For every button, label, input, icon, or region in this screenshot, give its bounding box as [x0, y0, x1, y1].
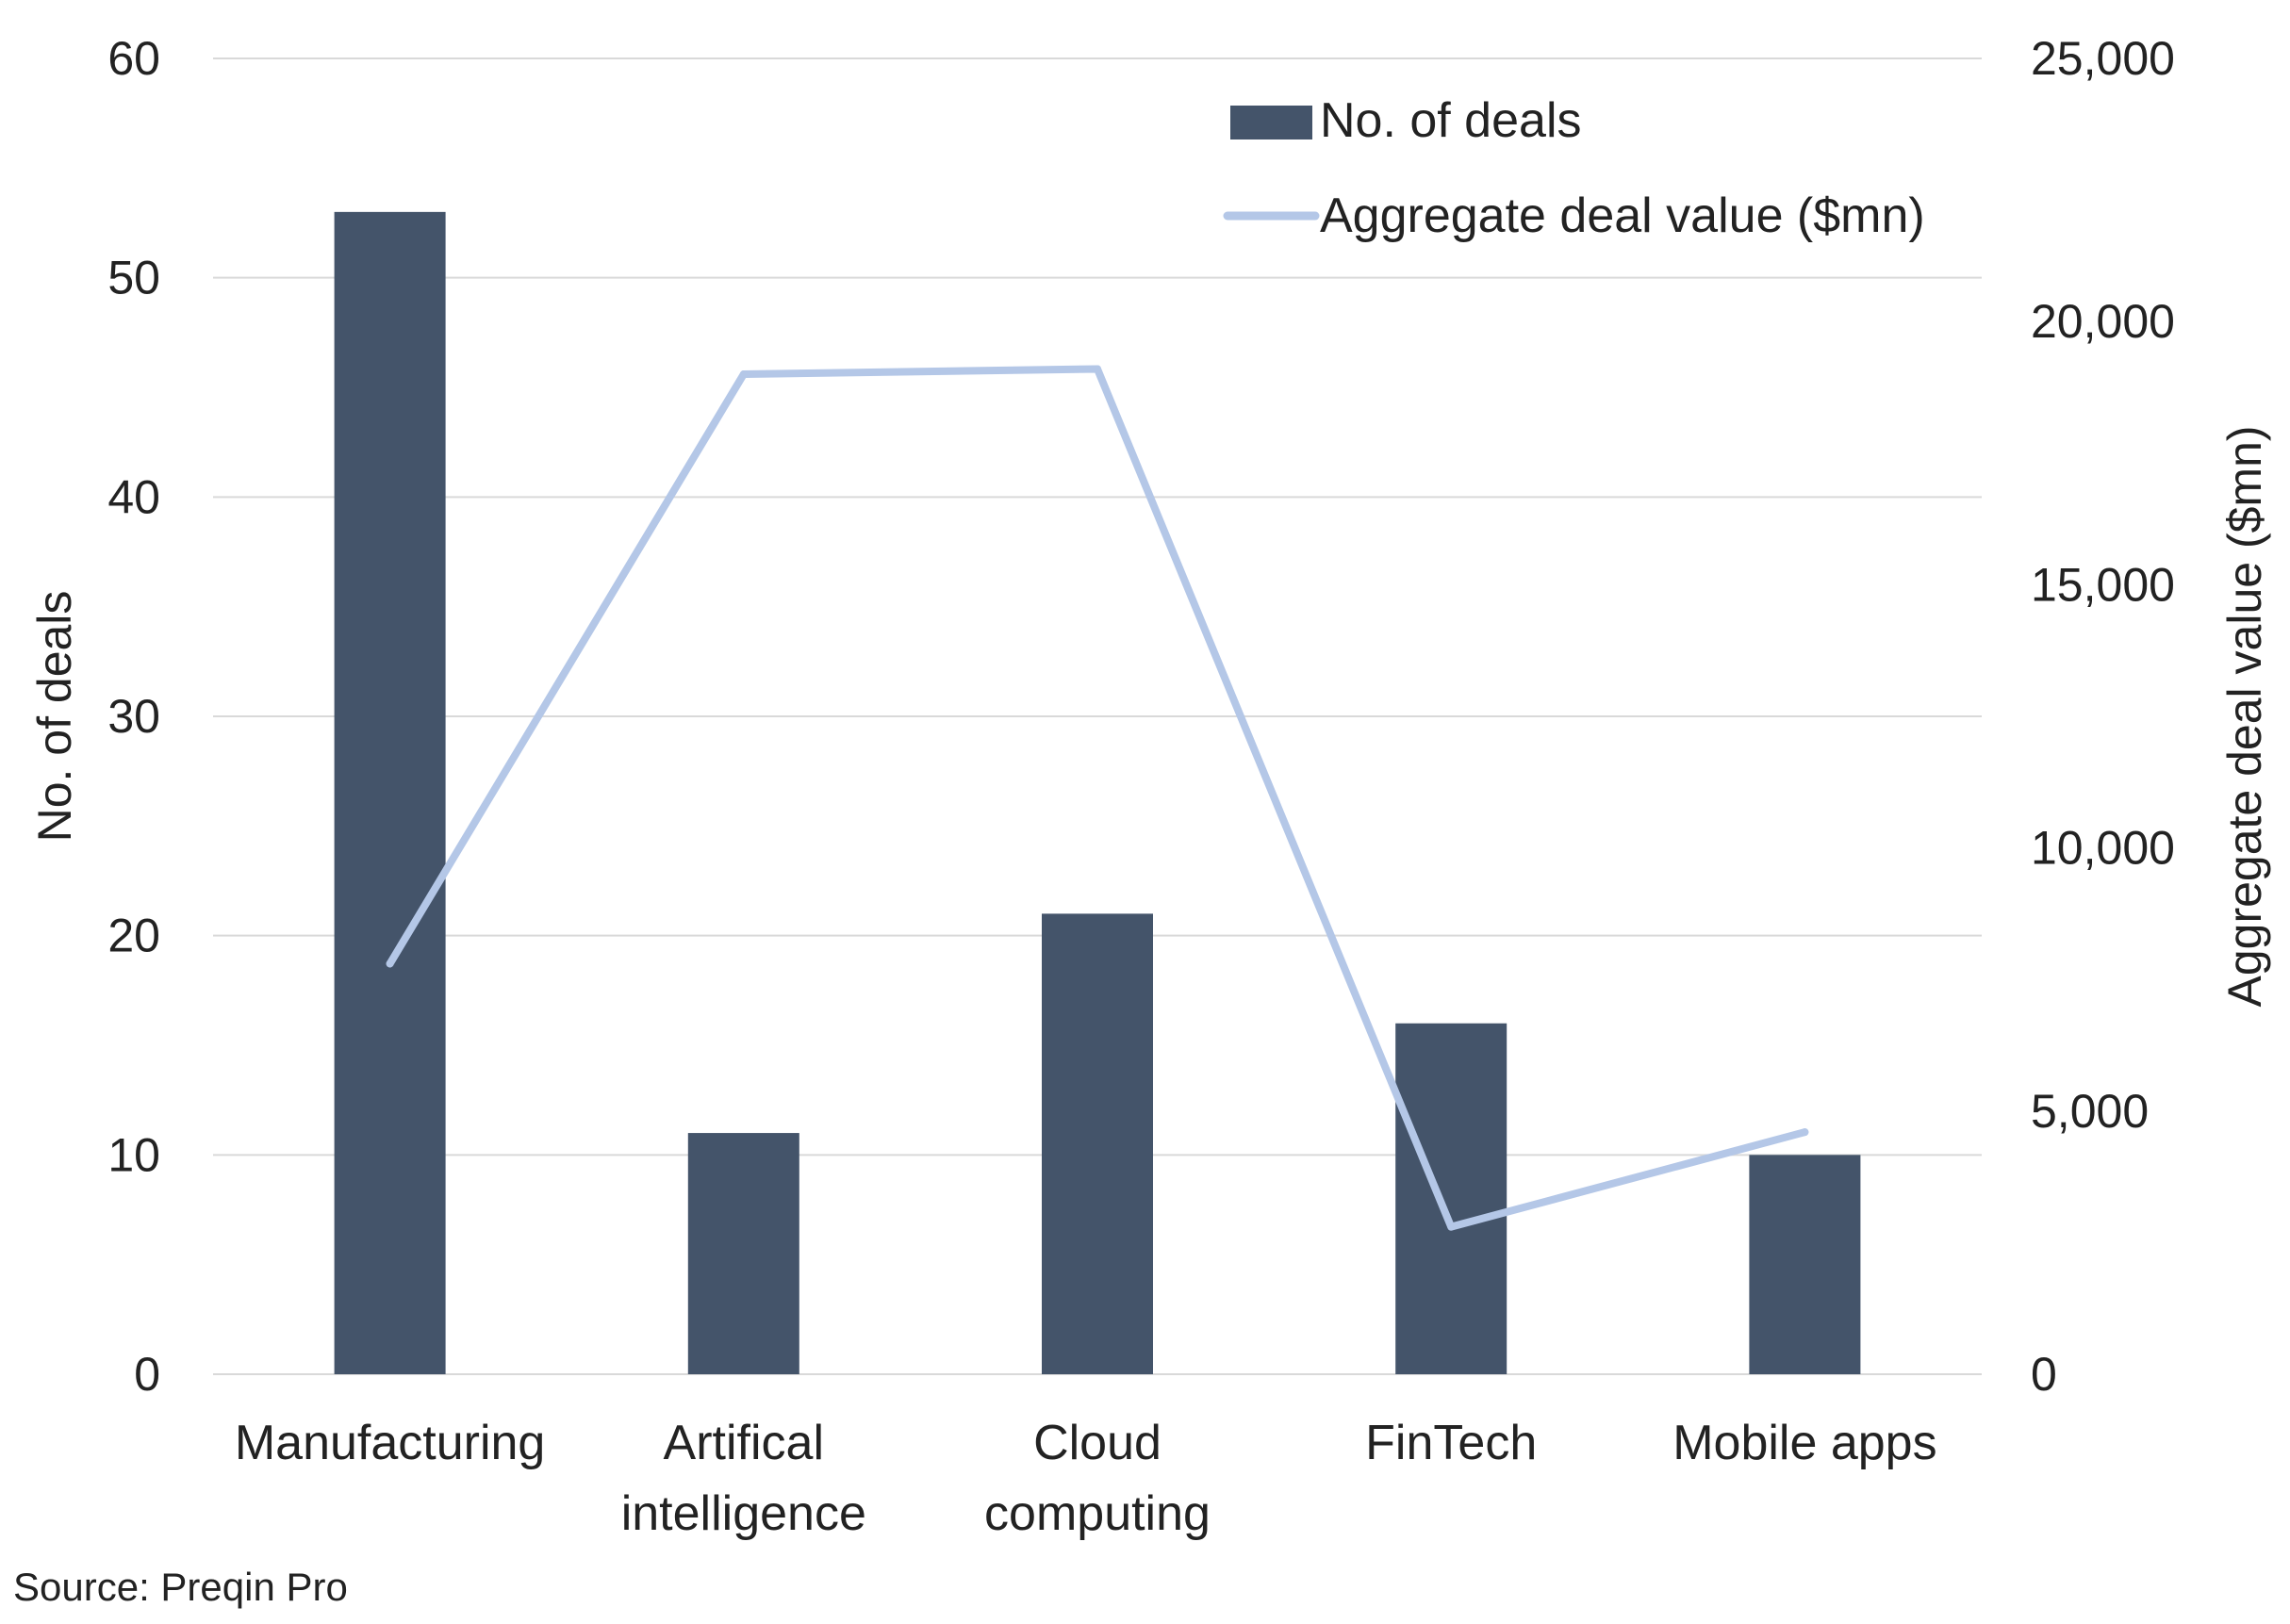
- y-left-axis-title: No. of deals: [28, 591, 81, 843]
- bar-deals: [687, 1133, 799, 1374]
- line-point: [1094, 365, 1101, 373]
- y-left-tick-label: 30: [107, 690, 160, 743]
- legend-swatch-deals: [1230, 106, 1312, 139]
- x-category-label: Artifical: [664, 1416, 824, 1470]
- bar-deals: [1042, 913, 1153, 1374]
- y-right-tick-label: 10,000: [2031, 822, 2175, 875]
- bar-deals: [1395, 1023, 1507, 1374]
- y-right-tick-label: 25,000: [2031, 32, 2175, 85]
- y-right-tick-label: 5,000: [2031, 1085, 2149, 1138]
- legend-label-value: Aggregate deal value ($mn): [1320, 189, 1925, 243]
- y-right-tick-label: 15,000: [2031, 558, 2175, 611]
- line-point: [386, 960, 394, 968]
- y-left-tick-label: 50: [107, 252, 160, 304]
- line-point: [1801, 1128, 1809, 1137]
- y-left-tick-label: 40: [107, 470, 160, 523]
- source-note: Source: Preqin Pro: [13, 1565, 348, 1609]
- y-left-tick-label: 60: [107, 32, 160, 85]
- x-category-label: Cloud: [1033, 1416, 1161, 1470]
- y-left-tick-label: 0: [134, 1348, 160, 1401]
- y-left-tick-label: 20: [107, 910, 160, 962]
- x-category-label: Mobile apps: [1672, 1416, 1936, 1470]
- line-point: [739, 370, 748, 379]
- y-right-axis-title: Aggregate deal value ($mn): [2218, 425, 2271, 1007]
- line-point: [1447, 1222, 1456, 1231]
- legend-label-deals: No. of deals: [1320, 93, 1582, 148]
- x-category-label: computing: [984, 1486, 1211, 1541]
- bars: [334, 211, 1861, 1374]
- axes: No. of deals Aggregate deal value ($mn) …: [28, 32, 2271, 1541]
- x-category-label: FinTech: [1365, 1416, 1537, 1470]
- y-left-tick-label: 10: [107, 1128, 160, 1181]
- x-category-label: intelligence: [621, 1486, 866, 1541]
- legend: No. of deals Aggregate deal value ($mn): [1223, 93, 1925, 243]
- y-right-tick-label: 20,000: [2031, 295, 2175, 348]
- x-category-label: Manufacturing: [235, 1416, 546, 1470]
- y-right-tick-label: 0: [2031, 1348, 2057, 1401]
- line-series: [386, 365, 1809, 1231]
- bar-deals: [1749, 1155, 1861, 1374]
- bar-deals: [334, 211, 446, 1374]
